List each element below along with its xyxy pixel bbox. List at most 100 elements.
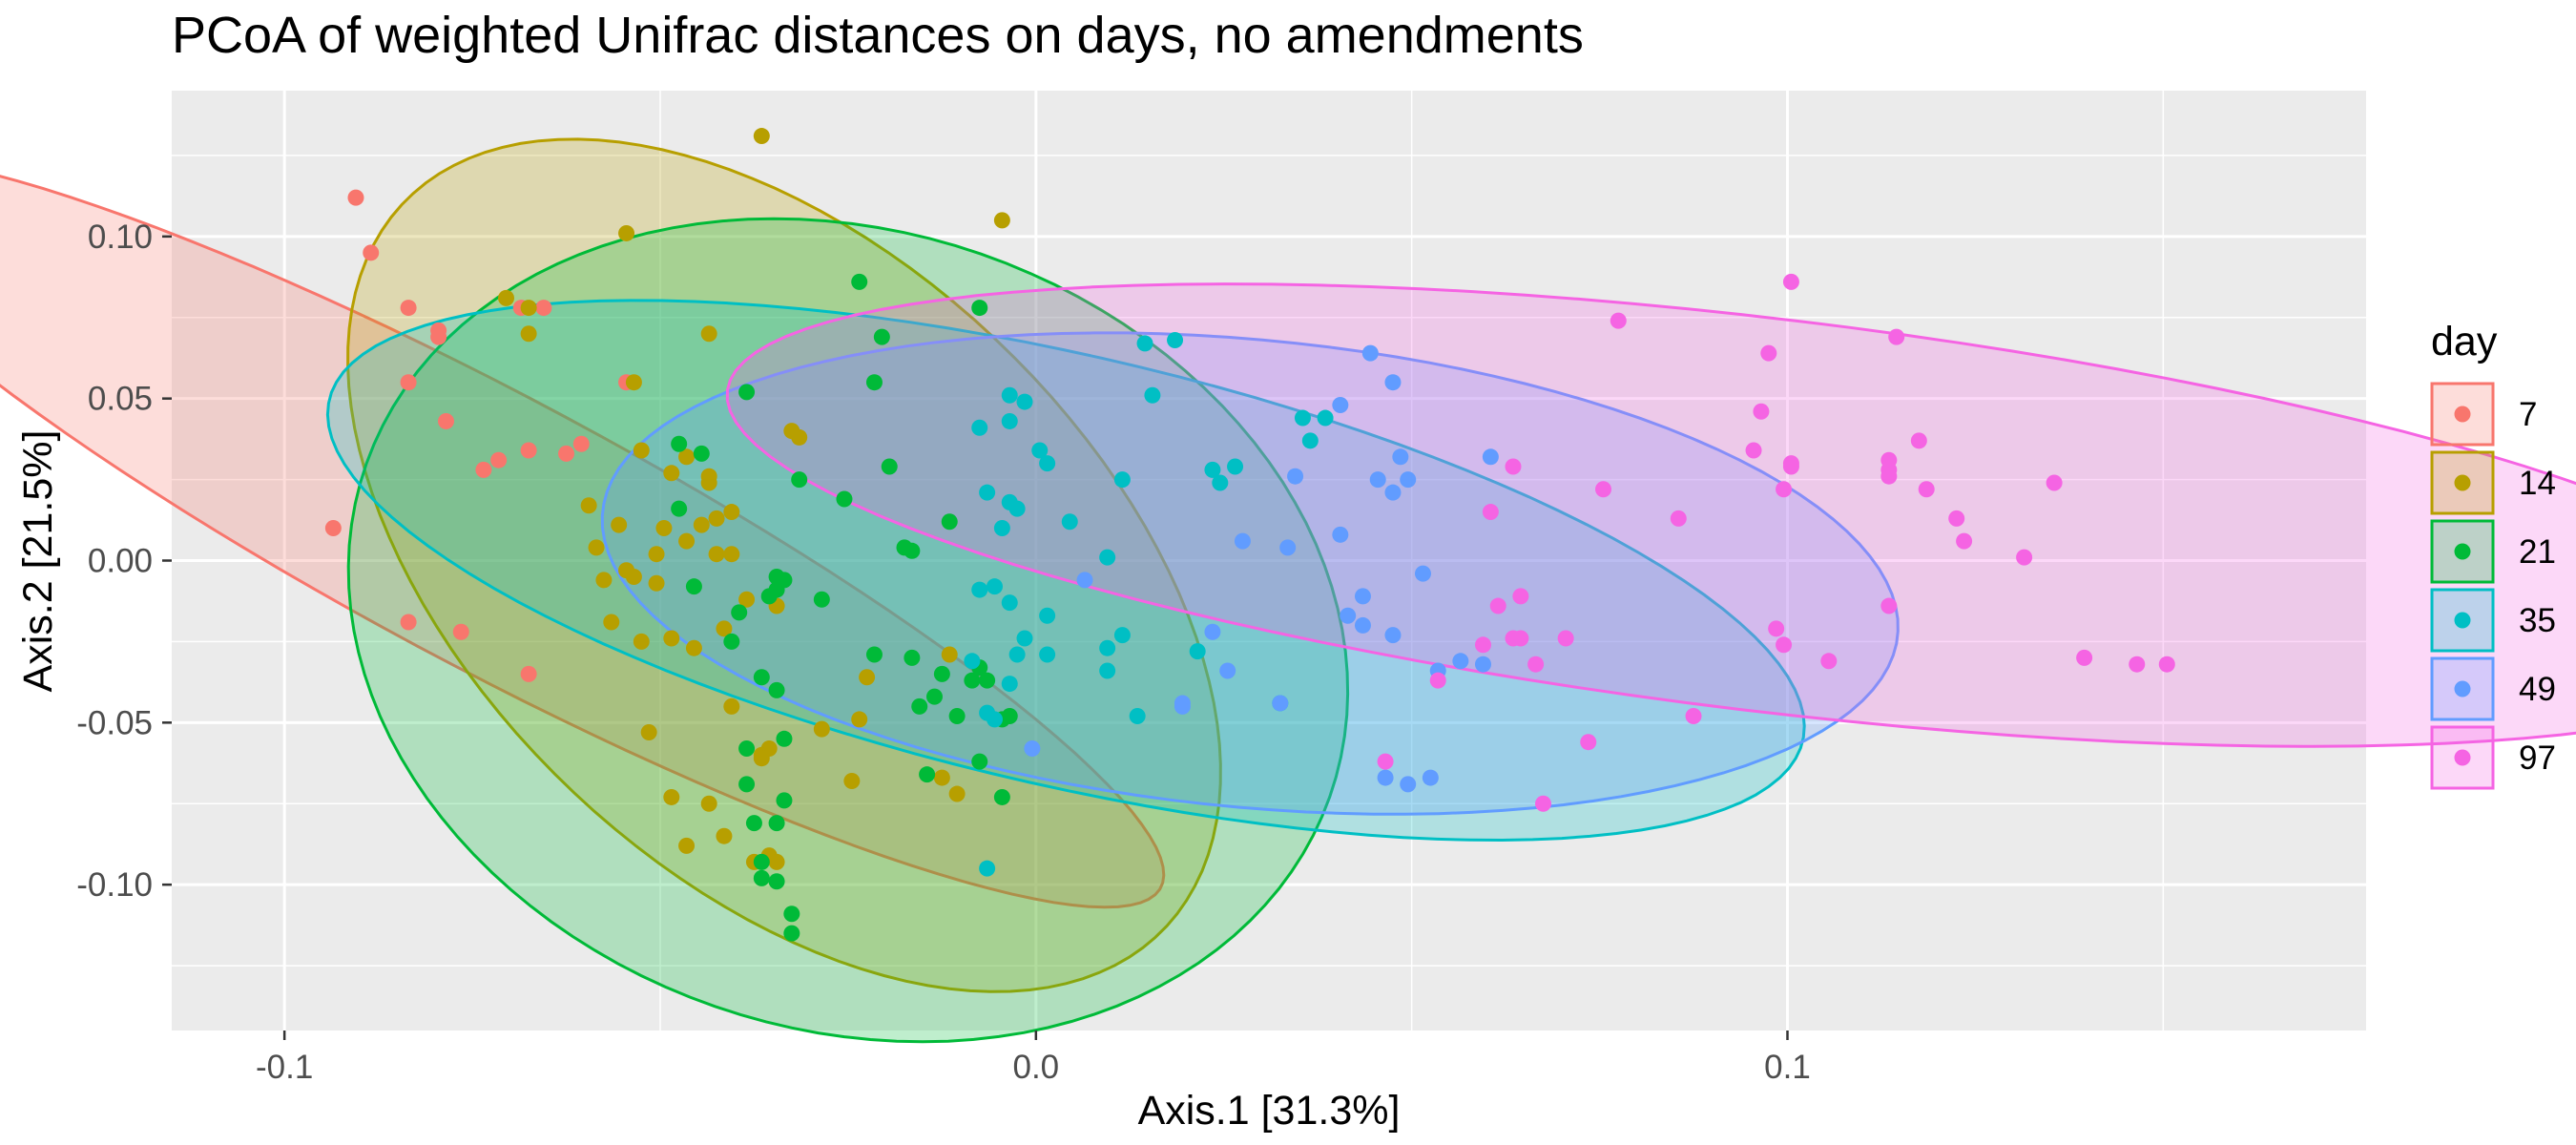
point-day-97 — [2046, 474, 2063, 491]
point-day-97 — [1880, 597, 1898, 614]
point-day-21 — [753, 869, 770, 886]
point-day-21 — [941, 513, 958, 531]
point-day-14 — [678, 532, 696, 550]
point-day-7 — [520, 442, 537, 459]
ellipse-day-35 — [325, 299, 1806, 843]
x-axis-label: Axis.1 [31.3%] — [1138, 1088, 1401, 1134]
point-day-14 — [520, 300, 537, 317]
point-day-49 — [1400, 776, 1417, 793]
point-day-14 — [685, 639, 702, 656]
point-day-35 — [1099, 662, 1116, 679]
point-day-35 — [979, 484, 996, 501]
point-day-49 — [1422, 769, 1439, 786]
point-day-14 — [678, 448, 696, 466]
point-day-21 — [671, 435, 688, 452]
point-day-97 — [2158, 656, 2175, 673]
point-day-14 — [843, 772, 861, 789]
point-day-7 — [400, 374, 417, 391]
point-day-35 — [987, 711, 1003, 728]
point-day-49 — [1272, 695, 1289, 712]
point-day-97 — [1535, 795, 1551, 812]
point-day-14 — [723, 697, 740, 715]
point-day-97 — [1557, 630, 1574, 647]
point-day-21 — [836, 490, 853, 508]
point-day-97 — [1527, 656, 1545, 673]
point-day-49 — [1400, 471, 1417, 489]
point-day-35 — [979, 860, 996, 877]
y-axis-label: Axis.2 [21.5%] — [15, 430, 61, 693]
point-day-7 — [490, 451, 508, 468]
major-gridlines — [172, 91, 2366, 1030]
legend-label-day-14: 14 — [2519, 465, 2556, 502]
point-day-35 — [1061, 513, 1078, 531]
y-tick-label: 0.00 — [88, 543, 153, 580]
point-day-49 — [1361, 344, 1379, 362]
point-day-14 — [948, 785, 966, 802]
point-day-21 — [723, 633, 740, 650]
point-day-21 — [979, 672, 996, 689]
point-day-14 — [603, 614, 620, 631]
point-day-14 — [640, 724, 657, 741]
point-day-97 — [1670, 510, 1687, 527]
point-day-21 — [768, 681, 785, 698]
point-day-49 — [1219, 662, 1236, 679]
legend-marker-day-49 — [2454, 680, 2471, 697]
point-day-97 — [1782, 273, 1799, 290]
ellipse-day-49 — [600, 331, 1900, 816]
point-day-97 — [1768, 620, 1785, 637]
point-day-21 — [813, 591, 830, 608]
point-day-14 — [851, 711, 868, 728]
point-day-21 — [738, 740, 756, 757]
point-day-97 — [1505, 458, 1522, 475]
legend-title: day — [2431, 319, 2498, 364]
point-day-35 — [1136, 335, 1153, 352]
point-day-21 — [1001, 708, 1018, 725]
point-day-14 — [708, 510, 725, 527]
point-day-14 — [791, 428, 808, 446]
point-day-49 — [1377, 769, 1394, 786]
legend: day 7 14 21 35 49 97 — [2430, 319, 2556, 790]
point-day-49 — [1369, 471, 1386, 489]
point-day-7 — [572, 435, 590, 452]
point-day-14 — [633, 442, 650, 459]
point-day-97 — [2129, 656, 2146, 673]
point-day-14 — [768, 853, 785, 870]
point-day-97 — [1948, 510, 1965, 527]
point-day-14 — [813, 720, 830, 738]
point-day-7 — [324, 520, 342, 537]
point-day-14 — [625, 568, 642, 585]
point-day-14 — [700, 474, 717, 491]
x-tick-label: 0.0 — [1012, 1049, 1059, 1086]
point-day-97 — [1489, 597, 1506, 614]
point-day-49 — [1384, 627, 1402, 644]
point-day-35 — [1099, 639, 1116, 656]
point-day-21 — [685, 578, 702, 595]
point-day-49 — [1414, 565, 1431, 582]
point-day-97 — [1482, 504, 1499, 521]
point-day-14 — [498, 289, 515, 306]
point-day-97 — [1782, 455, 1799, 472]
point-day-35 — [964, 653, 981, 670]
point-day-97 — [1753, 403, 1770, 420]
point-day-97 — [1918, 481, 1935, 498]
point-day-49 — [1204, 623, 1221, 640]
point-day-97 — [1685, 708, 1702, 725]
point-day-7 — [400, 614, 417, 631]
legend-label-day-97: 97 — [2519, 739, 2556, 777]
confidence-ellipses — [0, 137, 2576, 1044]
point-day-49 — [1332, 526, 1349, 543]
point-day-21 — [768, 815, 785, 832]
point-day-35 — [1001, 594, 1018, 612]
point-day-21 — [768, 873, 785, 890]
point-day-35 — [1039, 455, 1056, 472]
point-day-14 — [753, 750, 770, 767]
point-day-97 — [1377, 753, 1394, 770]
point-day-35 — [1129, 708, 1146, 725]
point-day-35 — [1008, 646, 1026, 663]
point-day-14 — [933, 769, 950, 786]
point-day-97 — [1474, 636, 1491, 654]
point-day-35 — [1008, 500, 1026, 517]
point-day-35 — [1031, 442, 1049, 459]
point-day-14 — [633, 633, 650, 650]
